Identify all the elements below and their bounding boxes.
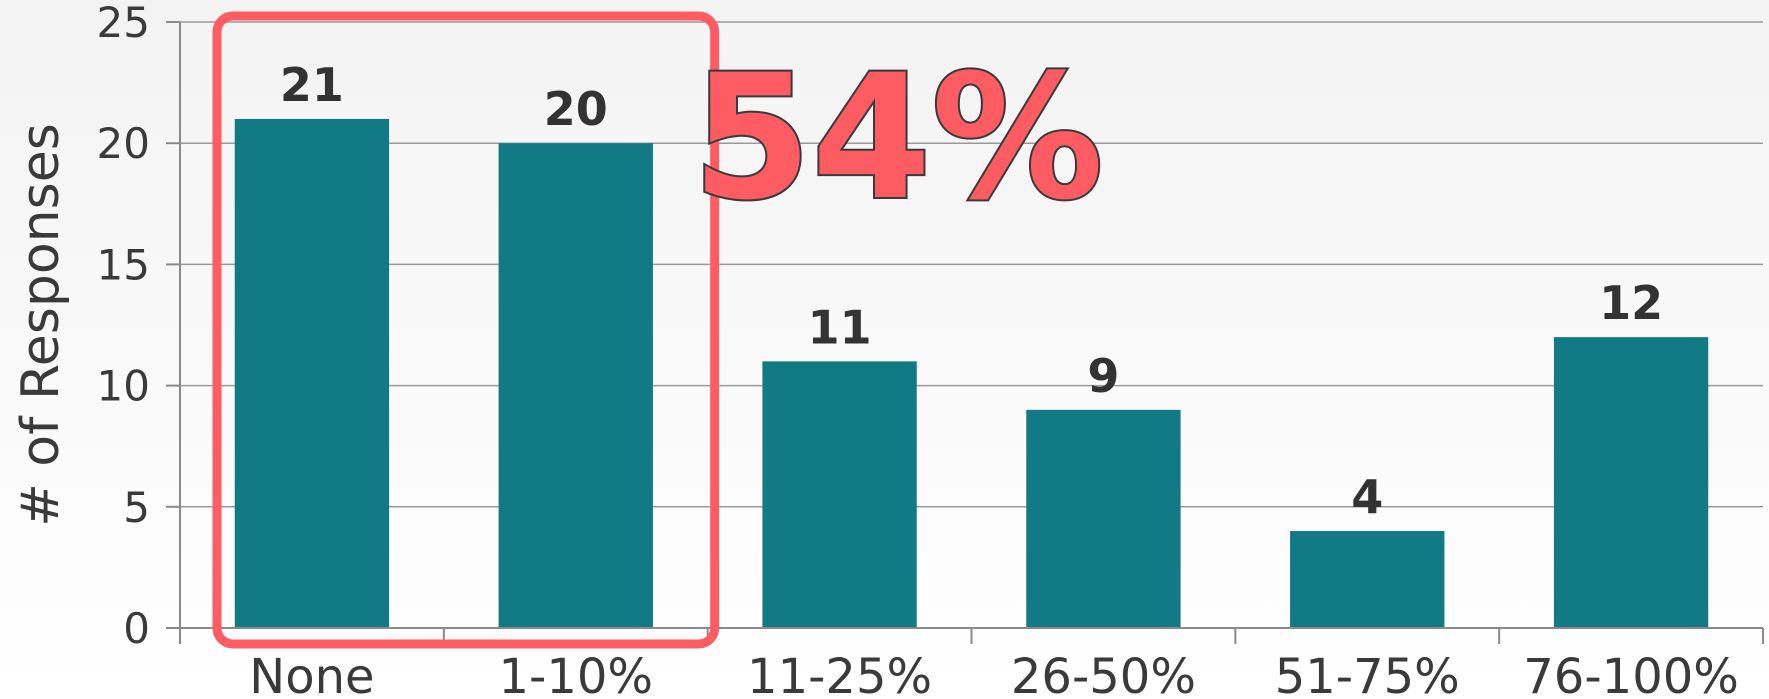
y-axis-label: # of Responses <box>11 123 71 527</box>
bar-76-100% <box>1553 337 1709 628</box>
data-label: 11 <box>808 300 872 354</box>
x-tick-label: 51-75% <box>1275 649 1460 699</box>
x-tick-label: 76-100% <box>1523 649 1739 699</box>
y-tick-label: 10 <box>97 362 150 411</box>
x-tick-label: 11-25% <box>747 649 932 699</box>
data-labels: 21 20 11 9 4 12 <box>280 58 1663 524</box>
y-tick-label: 15 <box>97 240 150 289</box>
percentage-callout: 54% <box>692 37 1104 238</box>
bar-26-50% <box>1026 409 1181 628</box>
data-label: 20 <box>544 82 608 136</box>
bar-51-75% <box>1290 531 1445 628</box>
highlight-box <box>212 11 720 649</box>
y-tick-label: 5 <box>123 483 150 532</box>
bars <box>234 118 1709 629</box>
x-tick-label: 26-50% <box>1011 649 1196 699</box>
bar-None <box>234 118 390 629</box>
bar-11-25% <box>762 361 917 628</box>
data-label: 4 <box>1351 470 1383 524</box>
x-tick-label: None <box>249 649 374 699</box>
data-label: 21 <box>280 58 344 112</box>
x-tick-labels: None 1-10% 11-25% 26-50% 51-75% 76-100% <box>249 649 1739 699</box>
x-tick-label: 1-10% <box>498 649 653 699</box>
bar-1-10% <box>498 143 653 628</box>
y-tick-label: 25 <box>97 0 150 47</box>
data-label: 9 <box>1087 349 1119 403</box>
gridlines <box>166 21 1764 644</box>
y-tick-label: 0 <box>123 604 150 653</box>
y-tick-label: 20 <box>97 119 150 168</box>
data-label: 12 <box>1599 276 1663 330</box>
y-tick-labels: 0 5 10 15 20 25 <box>97 0 150 653</box>
